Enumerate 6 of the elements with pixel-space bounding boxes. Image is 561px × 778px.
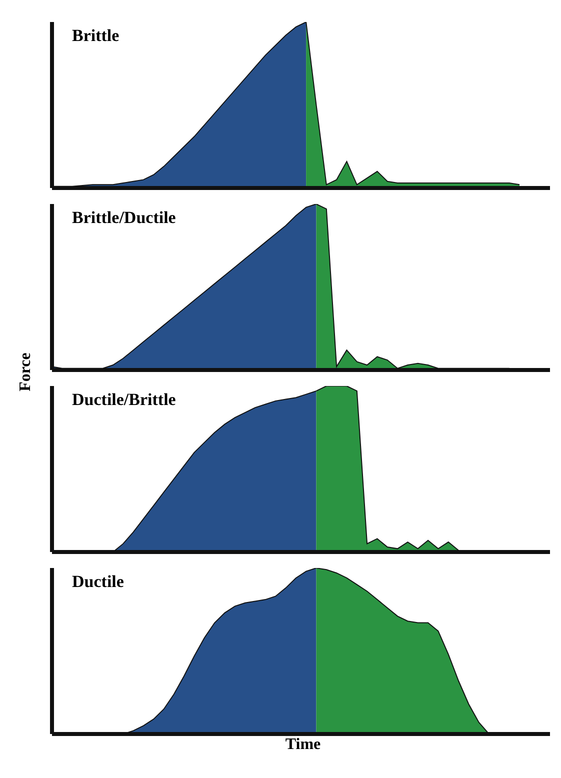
chart-title: Brittle xyxy=(72,26,120,46)
chart-title: Ductile/Brittle xyxy=(72,390,176,410)
chart-title: Ductile xyxy=(72,572,124,592)
y-axis-title: Force xyxy=(17,352,35,392)
x-axis-title: Time xyxy=(284,736,322,754)
chart-title: Brittle/Ductile xyxy=(72,208,176,228)
